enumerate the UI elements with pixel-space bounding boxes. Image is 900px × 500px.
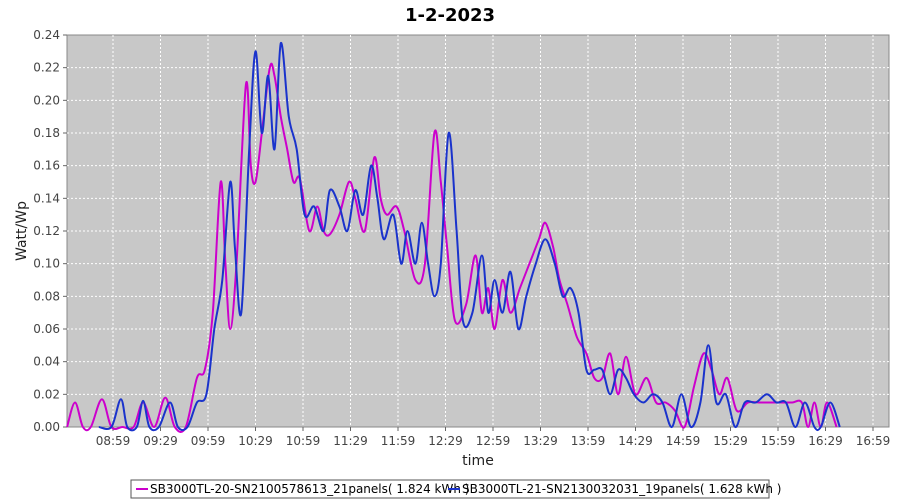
- y-tick-label: 0.06: [33, 322, 60, 336]
- plot-area: [66, 34, 890, 428]
- chart-title: 1-2-2023: [405, 5, 495, 26]
- y-tick-label: 0.24: [33, 28, 60, 42]
- x-tick-label: 10:59: [286, 434, 321, 448]
- y-tick-label: 0.18: [33, 126, 60, 140]
- x-tick-label: 12:29: [428, 434, 463, 448]
- x-tick-label: 11:29: [333, 434, 368, 448]
- y-axis: 0.00 0.02 0.04 0.06 0.08 0.10 0.12 0.14 0.16 0.18…: [33, 28, 67, 434]
- legend-label: SB3000TL-21-SN2130032031_19panels( 1.628…: [462, 482, 781, 496]
- y-tick-label: 0.14: [33, 191, 60, 205]
- y-tick-label: 0.04: [33, 355, 60, 369]
- x-tick-label: 14:59: [666, 434, 701, 448]
- x-tick-label: 15:29: [713, 434, 748, 448]
- y-tick-label: 0.12: [33, 224, 60, 238]
- y-tick-label: 0.00: [33, 420, 60, 434]
- series-line-1: [66, 62, 838, 433]
- x-tick-label: 09:59: [191, 434, 226, 448]
- x-tick-label: 15:59: [761, 434, 796, 448]
- x-tick-label: 09:29: [143, 434, 178, 448]
- x-tick-label: 08:59: [96, 434, 131, 448]
- y-axis-label: Watt/Wp: [14, 201, 30, 261]
- x-axis: 08:59 09:29 09:59 10:29 10:59 11:29 11:59 12:29…: [96, 427, 891, 448]
- series-lines: [66, 42, 841, 433]
- y-tick-label: 0.16: [33, 159, 60, 173]
- x-tick-label: 10:29: [238, 434, 273, 448]
- legend: SB3000TL-20-SN2100578613_21panels( 1.824…: [130, 479, 781, 499]
- y-tick-label: 0.08: [33, 289, 60, 303]
- x-tick-label: 11:59: [381, 434, 416, 448]
- x-tick-label: 16:59: [856, 434, 891, 448]
- y-tick-label: 0.10: [33, 257, 60, 271]
- series-line-2: [98, 42, 841, 432]
- x-tick-label: 14:29: [618, 434, 653, 448]
- x-axis-label: time: [462, 453, 494, 469]
- y-tick-label: 0.22: [33, 61, 60, 75]
- legend-label: SB3000TL-20-SN2100578613_21panels( 1.824…: [150, 482, 469, 496]
- y-tick-label: 0.02: [33, 387, 60, 401]
- y-tick-label: 0.20: [33, 93, 60, 107]
- x-tick-label: 13:59: [571, 434, 606, 448]
- x-tick-label: 13:29: [523, 434, 558, 448]
- x-tick-label: 16:29: [808, 434, 843, 448]
- x-tick-label: 12:59: [476, 434, 511, 448]
